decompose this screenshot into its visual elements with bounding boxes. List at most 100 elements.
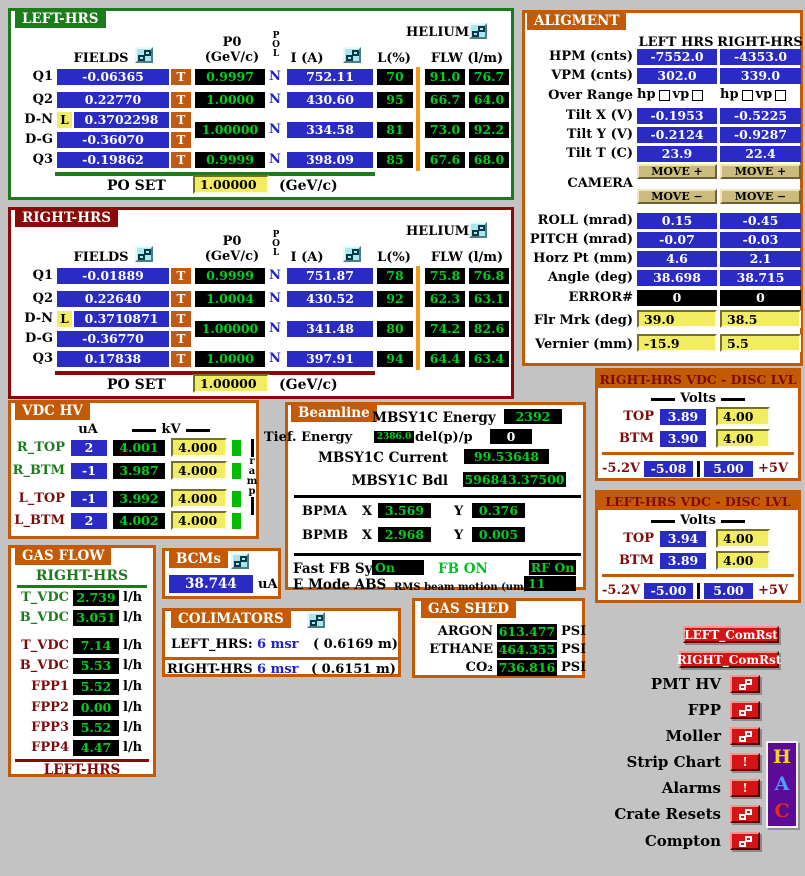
ia-related-display-button[interactable] bbox=[343, 246, 361, 262]
camera-move-minus-left-button[interactable]: MOVE − bbox=[637, 189, 717, 204]
flw-b-value: 64.0 bbox=[469, 92, 509, 108]
vp-label: vp bbox=[672, 87, 690, 102]
alarms-button[interactable]: ! bbox=[730, 779, 760, 797]
hac-logo-button[interactable]: H A C bbox=[766, 741, 798, 828]
r-top-label: R_TOP bbox=[16, 440, 65, 455]
strip-chart-button[interactable]: ! bbox=[730, 753, 760, 771]
hp-label: hp bbox=[720, 87, 739, 102]
l-top-indicator bbox=[232, 491, 241, 507]
pol-value: N bbox=[269, 152, 281, 167]
pmt-hv-button[interactable] bbox=[730, 675, 760, 693]
mbsy1c-bdl-value: 596843.37500 bbox=[463, 472, 566, 487]
fast-fb-label: Fast FB Sy bbox=[293, 561, 373, 577]
ia-related-display-button[interactable] bbox=[343, 47, 361, 63]
moller-row: Moller bbox=[540, 726, 760, 746]
right-comrst-button[interactable]: RIGHT_ComRst bbox=[676, 651, 782, 668]
camera-move-plus-left-button[interactable]: MOVE + bbox=[637, 164, 717, 179]
l-btm-set-input[interactable] bbox=[171, 511, 227, 530]
tilt-t-label: Tilt T (C) bbox=[566, 146, 633, 161]
bcms-title: BCMs bbox=[169, 551, 228, 568]
unit-badge: T bbox=[171, 311, 191, 327]
bpma-y-label: Y bbox=[454, 504, 464, 519]
po-set-unit: (GeV/c) bbox=[279, 178, 338, 194]
p0-header: P0 bbox=[222, 35, 242, 50]
ramp-scale: r a m p bbox=[244, 439, 260, 515]
rail-divider bbox=[697, 583, 700, 599]
gf-unit: l/h bbox=[123, 700, 143, 715]
left-comrst-button[interactable]: LEFT_ComRst bbox=[683, 626, 779, 643]
field-value: 0.22770 bbox=[57, 92, 169, 108]
angle-label: Angle (deg) bbox=[547, 270, 633, 285]
field-value: -0.06365 bbox=[57, 69, 169, 85]
pos-rail-value: 5.00 bbox=[704, 461, 753, 477]
compton-label: Compton bbox=[644, 832, 721, 850]
l-value: 81 bbox=[377, 122, 413, 138]
vdc-hv-title: VDC HV bbox=[15, 403, 90, 420]
error-left-value: 0 bbox=[637, 290, 717, 306]
error-label: ERROR# bbox=[568, 290, 633, 305]
vp-checkbox[interactable] bbox=[692, 89, 704, 101]
alarms-label: Alarms bbox=[661, 779, 721, 797]
l-top-set-input[interactable] bbox=[171, 489, 227, 508]
colimators-divider bbox=[165, 657, 398, 660]
flr-mrk-left-input[interactable] bbox=[637, 310, 717, 328]
compton-row: Compton bbox=[540, 831, 760, 851]
btm-readback: 3.90 bbox=[660, 431, 706, 447]
camera-move-minus-right-button[interactable]: MOVE − bbox=[720, 189, 801, 204]
tilt-t-right-value: 22.4 bbox=[720, 146, 801, 162]
fields-related-display-button[interactable] bbox=[135, 246, 153, 262]
helium-related-display-button[interactable] bbox=[469, 23, 487, 39]
colimators-related-display-button[interactable] bbox=[307, 612, 325, 628]
pitch-label: PITCH (mrad) bbox=[529, 232, 633, 247]
vernier-label: Vernier (mm) bbox=[535, 337, 633, 352]
field-value: -0.19862 bbox=[57, 152, 169, 168]
vernier-right-input[interactable] bbox=[720, 334, 801, 352]
hp-checkbox[interactable] bbox=[658, 89, 670, 101]
vp-checkbox[interactable] bbox=[775, 89, 787, 101]
fpp-row: FPP bbox=[540, 700, 760, 720]
p0-value: 1.0000 bbox=[195, 351, 265, 367]
unit-badge: T bbox=[171, 69, 191, 85]
unit-badge: T bbox=[171, 351, 191, 367]
btm-set-input[interactable] bbox=[716, 551, 770, 570]
moller-button[interactable] bbox=[730, 727, 760, 745]
bcms-related-display-button[interactable] bbox=[231, 553, 249, 569]
vernier-left-input[interactable] bbox=[637, 334, 717, 352]
camera-move-plus-right-button[interactable]: MOVE + bbox=[720, 164, 801, 179]
field-value: -0.36770 bbox=[57, 331, 169, 347]
argon-label: ARGON bbox=[437, 624, 493, 639]
po-set-input[interactable] bbox=[193, 175, 269, 194]
related-display-icon bbox=[309, 614, 323, 626]
aligment-title: ALIGMENT bbox=[527, 13, 627, 30]
po-set-input[interactable] bbox=[193, 374, 269, 393]
pos-rail-label: +5V bbox=[758, 461, 789, 476]
fpp-button[interactable] bbox=[730, 701, 760, 719]
compton-button[interactable] bbox=[730, 832, 760, 850]
mbsy1c-bdl-label: MBSY1C Bdl bbox=[351, 473, 448, 489]
po-set-unit: (GeV/c) bbox=[279, 377, 338, 393]
r-top-set-input[interactable] bbox=[171, 438, 227, 457]
rf-on-status: RF On bbox=[529, 560, 576, 575]
tilt-y-left-value: -0.2124 bbox=[637, 127, 717, 143]
vpm-left-value: 302.0 bbox=[637, 68, 717, 84]
flr-mrk-right-input[interactable] bbox=[720, 310, 801, 328]
flw-header: FLW (l/m) bbox=[430, 51, 504, 66]
fields-related-display-button[interactable] bbox=[135, 47, 153, 63]
hpm-left-value: -7552.0 bbox=[637, 49, 717, 65]
btm-set-input[interactable] bbox=[716, 429, 770, 448]
l-value: 92 bbox=[377, 291, 413, 307]
top-set-input[interactable] bbox=[716, 407, 770, 426]
bpma-x-value: 3.569 bbox=[378, 503, 431, 518]
gf-value: 3.051 bbox=[73, 610, 119, 626]
gas-flow-panel: GAS FLOW RIGHT-HRS T_VDC 2.739 l/h B_VDC… bbox=[8, 545, 156, 778]
flw-b-value: 76.7 bbox=[469, 69, 509, 85]
l-header: L(%) bbox=[377, 51, 411, 66]
ethane-unit: PSI bbox=[561, 642, 587, 657]
r-btm-set-input[interactable] bbox=[171, 461, 227, 480]
top-set-input[interactable] bbox=[716, 529, 770, 548]
hp-checkbox[interactable] bbox=[741, 89, 753, 101]
crate-resets-button[interactable] bbox=[730, 805, 760, 823]
strip-chart-row: Strip Chart ! bbox=[540, 752, 760, 772]
helium-related-display-button[interactable] bbox=[469, 222, 487, 238]
tief-energy-value: 2386.0 bbox=[374, 431, 414, 443]
